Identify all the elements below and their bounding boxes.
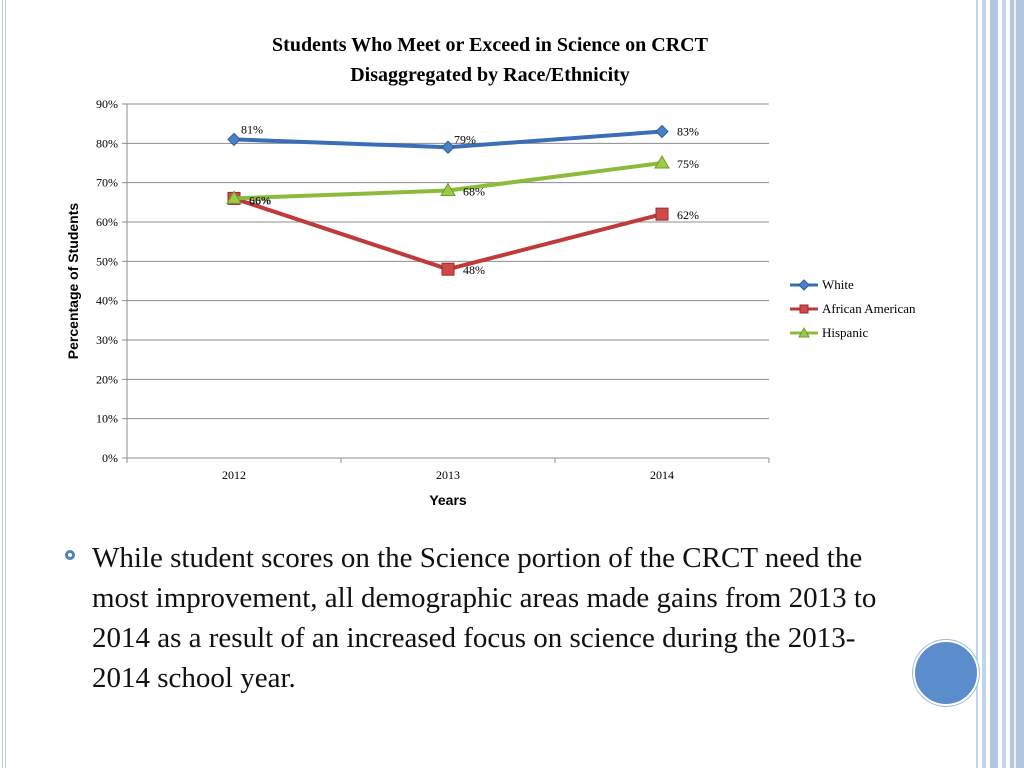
y-tick-label: 30% xyxy=(96,333,118,347)
bullet-ring-icon xyxy=(65,550,75,560)
decorative-circle xyxy=(913,640,979,706)
legend-item: Hispanic xyxy=(790,325,868,340)
data-label: 62% xyxy=(677,208,699,222)
x-tick-label: 2014 xyxy=(650,468,674,482)
legend: White African American Hispanic xyxy=(790,277,916,340)
x-tick-label: 2013 xyxy=(436,468,460,482)
data-label: 48% xyxy=(463,263,485,277)
data-point-triangle xyxy=(654,155,670,169)
series-african-american: 66% 48% 62% xyxy=(227,191,699,277)
bullet-point: While student scores on the Science port… xyxy=(62,538,892,698)
y-tick-label: 10% xyxy=(96,412,118,426)
y-tick-label: 90% xyxy=(96,97,118,111)
series-hispanic: 66% 68% 75% xyxy=(226,155,699,207)
legend-label: Hispanic xyxy=(822,325,868,340)
chart-title: Students Who Meet or Exceed in Science o… xyxy=(272,34,709,56)
y-axis-label: Percentage of Students xyxy=(65,203,81,360)
y-tick-label: 70% xyxy=(96,176,118,190)
legend-marker-square xyxy=(799,304,809,314)
y-tick-label: 80% xyxy=(96,136,118,150)
legend-marker-diamond xyxy=(798,279,810,291)
bullet-text: While student scores on the Science port… xyxy=(92,542,877,694)
chart-subtitle: Disaggregated by Race/Ethnicity xyxy=(350,64,630,86)
line-chart: Students Who Meet or Exceed in Science o… xyxy=(65,34,916,508)
data-point-square xyxy=(655,207,669,221)
data-label: 83% xyxy=(677,125,699,139)
y-tick-label: 20% xyxy=(96,372,118,386)
data-label: 68% xyxy=(463,185,485,199)
series-group: 81% 79% 83% 66% 48% 62%66% 68% 75% xyxy=(226,122,699,277)
y-tick-label: 0% xyxy=(102,451,118,465)
data-point-diamond xyxy=(441,140,455,154)
y-tick-label: 40% xyxy=(96,294,118,308)
data-label: 81% xyxy=(241,122,263,136)
x-tick-label: 2012 xyxy=(222,468,246,482)
data-label: 66% xyxy=(249,193,271,207)
data-point-triangle xyxy=(440,182,456,197)
data-point-diamond xyxy=(227,132,241,147)
x-axis-label: Years xyxy=(429,492,467,508)
y-tick-label: 60% xyxy=(96,215,118,229)
y-axis-ticks: 0% 10% 20% 30% 40% 50% 60% 70% 80% 90% xyxy=(96,97,118,465)
left-border-decoration xyxy=(0,0,8,768)
data-point-square xyxy=(441,262,455,276)
right-border-decoration xyxy=(976,0,1024,768)
legend-marker-triangle xyxy=(798,326,810,338)
legend-item: African American xyxy=(790,301,916,316)
x-axis-ticks: 2012 2013 2014 xyxy=(222,468,674,482)
data-point-diamond xyxy=(655,124,669,139)
series-line xyxy=(232,196,664,272)
series-white: 81% 79% 83% xyxy=(227,122,699,154)
gridlines xyxy=(122,103,770,463)
legend-label: African American xyxy=(822,301,916,316)
data-label: 75% xyxy=(677,157,699,171)
data-point-triangle xyxy=(226,190,242,204)
data-label: 79% xyxy=(454,132,476,146)
y-tick-label: 50% xyxy=(96,254,118,268)
legend-label: White xyxy=(822,277,854,292)
legend-item: White xyxy=(790,277,854,292)
